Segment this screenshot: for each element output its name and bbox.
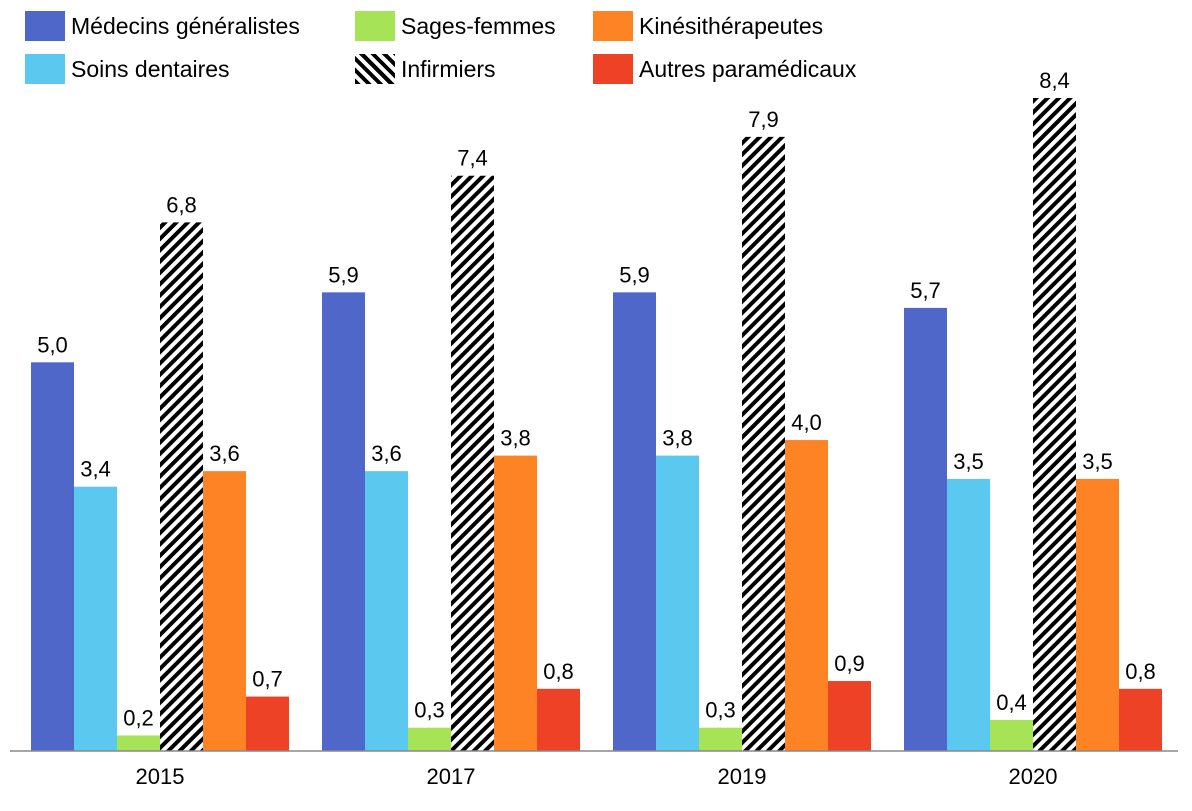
data-label-2017-s4: 3,8 xyxy=(500,426,531,451)
data-label-2017-s2: 0,3 xyxy=(414,698,445,723)
x-tick-label-2015: 2015 xyxy=(136,764,185,789)
x-tick-labels: 2015 2017 2019 2020 xyxy=(136,764,1058,789)
data-label-2020-s4: 3,5 xyxy=(1082,449,1113,474)
legend-label: Infirmiers xyxy=(401,55,496,82)
x-tick-label-2019: 2019 xyxy=(718,764,767,789)
bar-2019-s1 xyxy=(656,455,699,751)
legend-item-infirmiers: Infirmiers xyxy=(355,54,496,84)
bar-2015-s4 xyxy=(203,471,246,751)
legend-label: Kinésithérapeutes xyxy=(639,12,824,39)
legend-item-medecins: Médecins généralistes xyxy=(25,11,300,41)
data-label-2015-s5: 0,7 xyxy=(252,667,283,692)
data-label-2019-s4: 4,0 xyxy=(791,410,822,435)
bar-2015-s5 xyxy=(246,696,289,751)
data-label-2017-s1: 3,6 xyxy=(371,441,402,466)
bar-2020-s2 xyxy=(990,719,1033,751)
data-label-2017-s5: 0,8 xyxy=(543,659,574,684)
data-label-2020-s3: 8,4 xyxy=(1039,68,1070,93)
data-label-2019-s2: 0,3 xyxy=(705,698,736,723)
bar-2017-s4 xyxy=(494,455,537,751)
legend-swatch xyxy=(593,11,633,41)
bar-2020-s0 xyxy=(904,307,947,751)
bar-2019-s3 xyxy=(742,136,785,752)
data-label-2017-s3: 7,4 xyxy=(457,146,488,171)
chart-legend: Médecins généralistes Sages-femmes Kinés… xyxy=(0,0,1192,100)
bar-2019-s0 xyxy=(613,292,656,751)
x-tick-label-2020: 2020 xyxy=(1009,764,1058,789)
data-label-2019-s1: 3,8 xyxy=(662,426,693,451)
data-labels-layer: 5,0 3,4 0,2 6,8 3,6 0,7 5,9 3,6 0,3 7,4 3,8 0,8 5,9 3… xyxy=(37,68,1156,730)
bar-2019-s2 xyxy=(699,727,742,751)
data-label-2019-s0: 5,9 xyxy=(619,262,650,287)
legend-swatch xyxy=(25,54,65,84)
legend-swatch xyxy=(355,11,395,41)
legend-label: Soins dentaires xyxy=(71,55,230,82)
legend-swatch xyxy=(25,11,65,41)
data-label-2020-s1: 3,5 xyxy=(953,449,984,474)
legend-label: Sages-femmes xyxy=(401,12,556,39)
bar-2020-s3 xyxy=(1033,98,1076,751)
legend-item-autres-paramedicaux: Autres paramédicaux xyxy=(593,54,856,84)
bar-2019-s4 xyxy=(785,440,828,751)
bar-2017-s3 xyxy=(451,175,494,751)
data-label-2020-s2: 0,4 xyxy=(996,690,1027,715)
bar-2017-s2 xyxy=(408,727,451,751)
bar-2020-s5 xyxy=(1119,688,1162,751)
data-label-2020-s5: 0,8 xyxy=(1125,659,1156,684)
data-label-2019-s3: 7,9 xyxy=(748,107,779,132)
data-label-2015-s4: 3,6 xyxy=(209,441,240,466)
legend-item-kinesitherapeutes: Kinésithérapeutes xyxy=(593,11,823,41)
data-label-2017-s0: 5,9 xyxy=(328,262,359,287)
legend-item-sages-femmes: Sages-femmes xyxy=(355,11,556,41)
legend-label: Autres paramédicaux xyxy=(639,55,857,82)
bar-2015-s2 xyxy=(117,735,160,751)
x-tick-label-2017: 2017 xyxy=(427,764,476,789)
bar-2020-s4 xyxy=(1076,478,1119,751)
bar-2015-s3 xyxy=(160,222,203,751)
data-label-2020-s0: 5,7 xyxy=(910,278,941,303)
bar-2017-s5 xyxy=(537,688,580,751)
data-label-2015-s1: 3,4 xyxy=(80,457,111,482)
bar-2019-s5 xyxy=(828,681,871,751)
legend-label: Médecins généralistes xyxy=(71,12,300,39)
data-label-2015-s2: 0,2 xyxy=(123,705,154,730)
legend-swatch xyxy=(355,54,395,84)
bar-2017-s1 xyxy=(365,471,408,751)
bars-layer xyxy=(31,98,1162,752)
bar-2015-s0 xyxy=(31,362,74,751)
legend-item-soins-dentaires: Soins dentaires xyxy=(25,54,230,84)
bar-2015-s1 xyxy=(74,486,117,751)
legend-swatch xyxy=(593,54,633,84)
data-label-2015-s0: 5,0 xyxy=(37,332,68,357)
bar-2017-s0 xyxy=(322,292,365,751)
data-label-2015-s3: 6,8 xyxy=(166,192,197,217)
data-label-2019-s5: 0,9 xyxy=(834,651,865,676)
bar-2020-s1 xyxy=(947,478,990,751)
